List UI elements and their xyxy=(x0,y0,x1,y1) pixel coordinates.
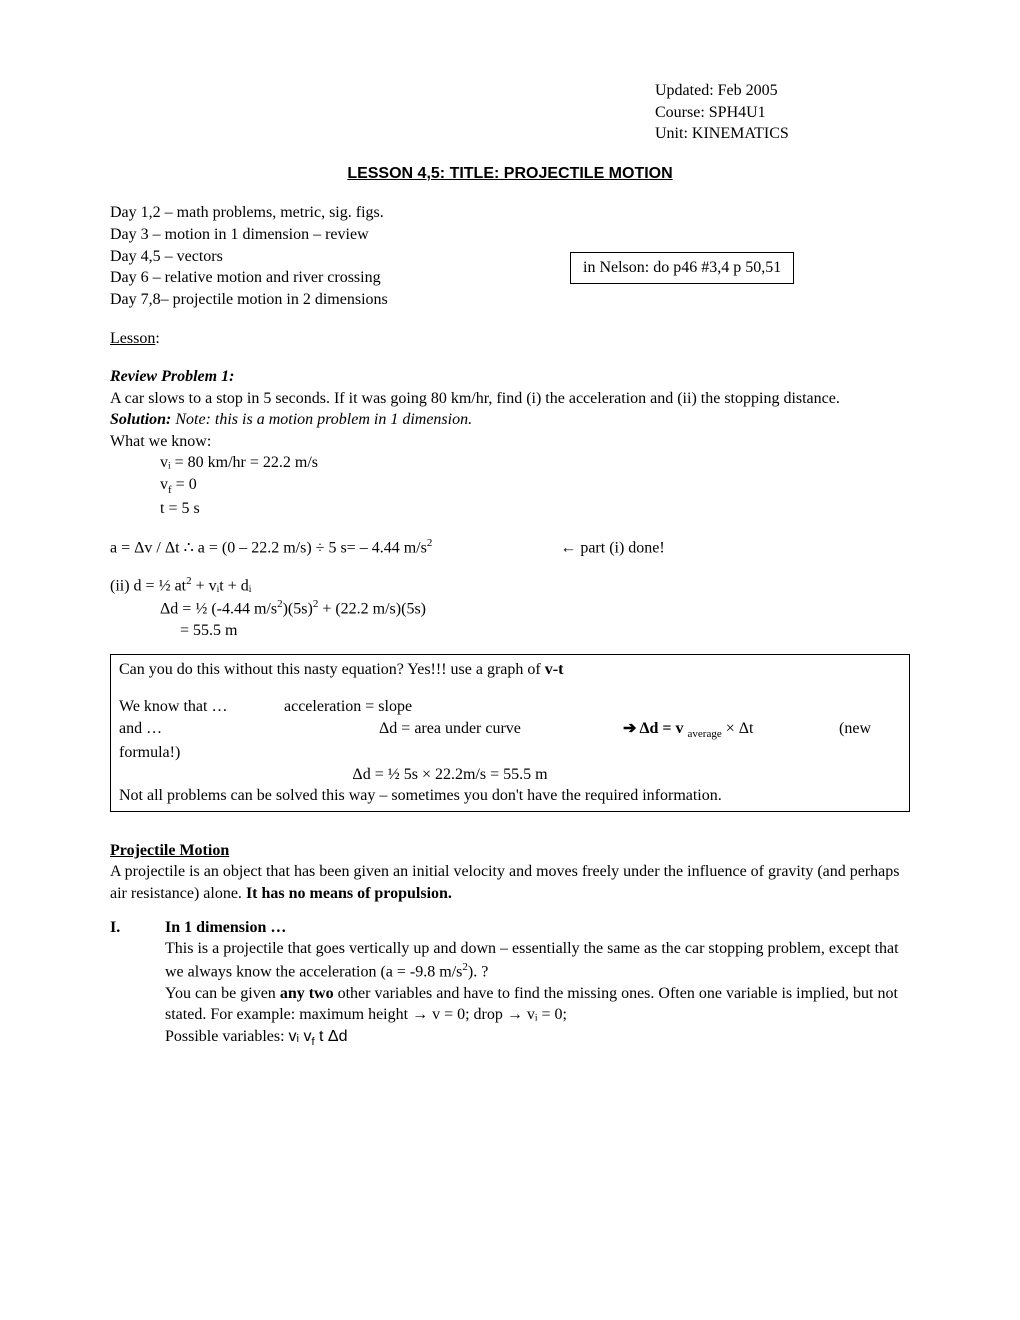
box-line1: Can you do this without this nasty equat… xyxy=(119,659,901,681)
vf-line: vf = 0 xyxy=(160,474,910,498)
arrow-formula-cell: ➔ Δd = v average × Δt xyxy=(623,718,816,742)
section-i: I. In 1 dimension … This is a projectile… xyxy=(110,917,910,1050)
formula-continuation: formula!) xyxy=(119,742,901,764)
schedule-block: Day 1,2 – math problems, metric, sig. fi… xyxy=(110,202,910,310)
solution-line: Solution: Note: this is a motion problem… xyxy=(110,409,910,431)
section-i-content: In 1 dimension … This is a projectile th… xyxy=(165,917,910,1050)
review-heading: Review Problem 1: xyxy=(110,366,910,388)
projectile-para: A projectile is an object that has been … xyxy=(110,861,910,904)
we-know-cell: We know that … xyxy=(119,696,284,718)
d-eq-line3: = 55.5 m xyxy=(180,620,910,642)
projectile-heading: Projectile Motion xyxy=(110,840,910,862)
section-i-line2: You can be given any two other variables… xyxy=(165,983,910,1026)
header-meta: Updated: Feb 2005 Course: SPH4U1 Unit: K… xyxy=(655,80,910,145)
reference-box: in Nelson: do p46 #3,4 p 50,51 xyxy=(570,252,794,284)
section-i-line1: This is a projectile that goes verticall… xyxy=(165,938,910,983)
course-line: Course: SPH4U1 xyxy=(655,102,910,124)
box-table: We know that … acceleration = slope and … xyxy=(119,696,901,742)
accel-equation: a = Δv / Δt ∴ a = (0 – 22.2 m/s) ÷ 5 s= … xyxy=(110,536,910,559)
area-cell: Δd = area under curve xyxy=(284,718,623,742)
box-note: Not all problems can be solved this way … xyxy=(119,785,901,807)
d-eq-line2: Δd = ½ (-4.44 m/s2)(5s)2 + (22.2 m/s)(5s… xyxy=(160,597,910,620)
updated-line: Updated: Feb 2005 xyxy=(655,80,910,102)
d-eq-line1: (ii) d = ½ at2 + vᵢt + dᵢ xyxy=(110,574,910,597)
lesson-title: LESSON 4,5: TITLE: PROJECTILE MOTION xyxy=(110,163,910,185)
day3: Day 3 – motion in 1 dimension – review xyxy=(110,224,910,246)
section-i-title: In 1 dimension … xyxy=(165,917,910,939)
graph-method-box: Can you do this without this nasty equat… xyxy=(110,654,910,812)
day78: Day 7,8– projectile motion in 2 dimensio… xyxy=(110,289,910,311)
box-calc: Δd = ½ 5s × 22.2m/s = 55.5 m xyxy=(119,764,901,786)
section-i-line3: Possible variables: vᵢ vf t Δd xyxy=(165,1026,910,1050)
and-cell: and … xyxy=(119,718,284,742)
new-formula-cell: (new xyxy=(816,718,901,742)
vi-line: vᵢ = 80 km/hr = 22.2 m/s xyxy=(160,452,910,474)
roman-i: I. xyxy=(110,917,165,1050)
unit-line: Unit: KINEMATICS xyxy=(655,123,910,145)
lesson-label: Lesson: xyxy=(110,328,910,350)
t-line: t = 5 s xyxy=(160,498,910,520)
accel-slope-cell: acceleration = slope xyxy=(284,696,623,718)
review-problem: A car slows to a stop in 5 seconds. If i… xyxy=(110,388,910,410)
known-label: What we know: xyxy=(110,431,910,453)
day12: Day 1,2 – math problems, metric, sig. fi… xyxy=(110,202,910,224)
